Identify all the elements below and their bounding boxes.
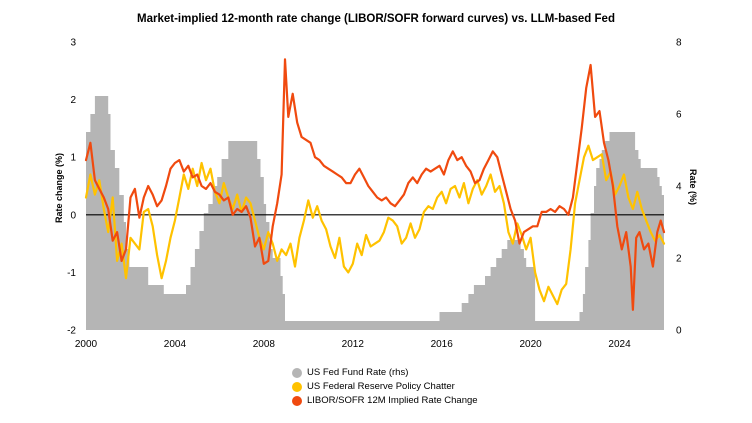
series-area-fed-fund-rate [86, 96, 664, 330]
legend-label-libor-sofr: LIBOR/SOFR 12M Implied Rate Change [307, 395, 478, 406]
right-axis-title: Rate (%) [688, 169, 698, 205]
right-y-axis: 0 2 4 6 8 [676, 38, 682, 337]
x-tick-label: 2000 [75, 339, 98, 350]
right-tick-label: 4 [676, 182, 682, 193]
left-tick-label: 0 [70, 210, 76, 221]
x-tick-label: 2016 [431, 339, 454, 350]
right-tick-label: 2 [676, 254, 682, 265]
series-line-libor-sofr [84, 58, 666, 311]
x-tick-label: 2020 [519, 339, 542, 350]
left-tick-label: 2 [70, 95, 76, 106]
legend: US Fed Fund Rate (rhs) US Federal Reserv… [292, 366, 478, 408]
left-tick-label: 1 [70, 153, 76, 164]
x-tick-label: 2004 [164, 339, 187, 350]
legend-label-policy-chatter: US Federal Reserve Policy Chatter [307, 381, 455, 392]
x-axis: 2000 2004 2008 2012 2016 2020 2024 [75, 339, 631, 350]
legend-item-libor-sofr: LIBOR/SOFR 12M Implied Rate Change [292, 394, 478, 408]
fed-fund-rate-area-layer [86, 96, 664, 330]
legend-swatch-fed-fund-rate [292, 368, 302, 378]
x-tick-label: 2012 [342, 339, 365, 350]
left-tick-label: -1 [67, 268, 76, 279]
x-tick-label: 2024 [608, 339, 631, 350]
x-tick-label: 2008 [253, 339, 276, 350]
right-tick-label: 0 [676, 326, 682, 337]
left-tick-label: 3 [70, 38, 76, 49]
left-axis-title: Rate change (%) [54, 153, 64, 223]
left-y-axis: -2 -1 0 1 2 3 [67, 38, 76, 337]
legend-item-policy-chatter: US Federal Reserve Policy Chatter [292, 380, 478, 394]
legend-item-fed-fund-rate: US Fed Fund Rate (rhs) [292, 366, 478, 380]
legend-label-fed-fund-rate: US Fed Fund Rate (rhs) [307, 367, 409, 378]
right-tick-label: 8 [676, 38, 682, 49]
series-line-policy-chatter [84, 144, 666, 306]
series-lines-layer [84, 58, 666, 311]
left-tick-label: -2 [67, 326, 76, 337]
legend-swatch-policy-chatter [292, 382, 302, 392]
chart-title: Market-implied 12-month rate change (LIB… [137, 13, 615, 25]
legend-swatch-libor-sofr [292, 396, 302, 406]
right-tick-label: 6 [676, 110, 682, 121]
